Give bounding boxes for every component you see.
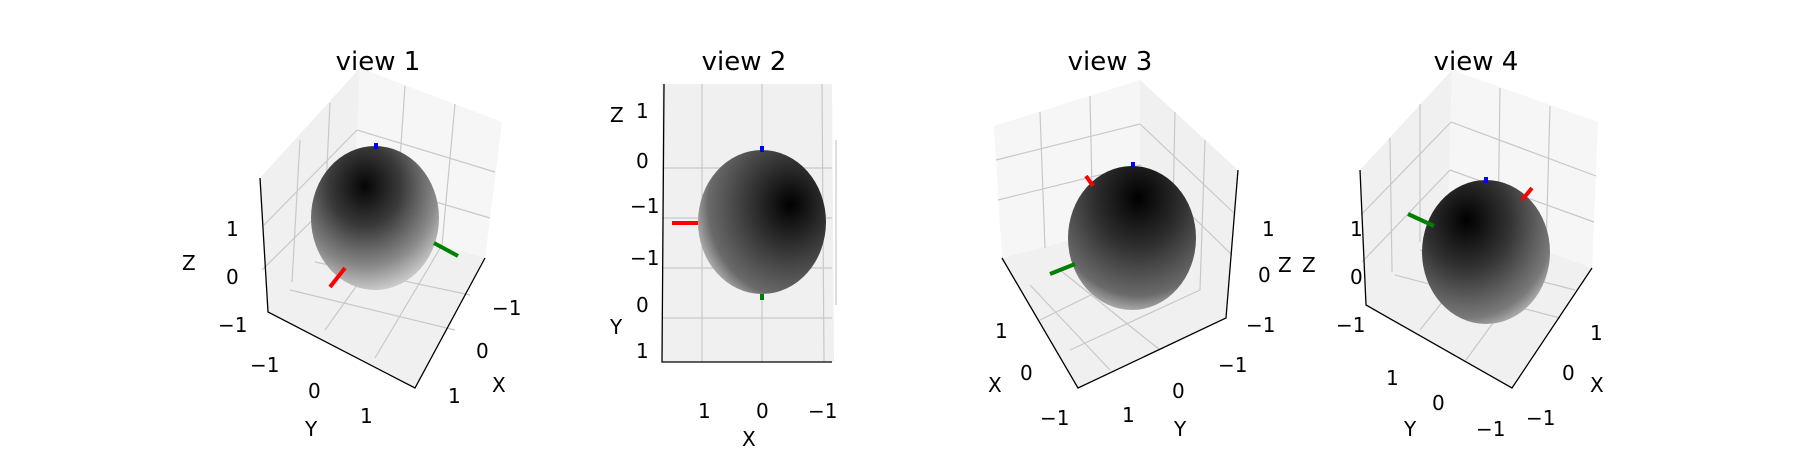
x-axis-label: X — [1590, 373, 1604, 397]
subplot-view-2: view 2 Z 1 0 −1 −1 0 1 Y 1 0 −1 X — [609, 47, 837, 450]
chart-title: view 4 — [1434, 47, 1519, 77]
y-axis-label: Y — [1403, 417, 1417, 441]
subplot-view-3: view 3 1 0 −1 Z 1 0 −1 — [988, 47, 1292, 441]
axis-lines — [661, 83, 832, 363]
y-axis-label: Y — [1173, 417, 1187, 441]
z-tick-label: 0 — [1350, 265, 1363, 289]
y-tick-label: 1 — [1122, 403, 1135, 427]
z-tick-label: 1 — [226, 217, 239, 241]
z-tick-label: 0 — [226, 265, 239, 289]
z-axis-label: Z — [182, 251, 196, 275]
x-tick-label: 0 — [476, 339, 489, 363]
z-axis-label: Z — [1302, 253, 1316, 277]
y-axis-marker — [433, 241, 459, 258]
back-pane-left — [260, 68, 360, 312]
x-tick-label: −1 — [1040, 406, 1069, 430]
y-tick-label: −1 — [1476, 417, 1505, 441]
subplot-view-1: view 1 1 0 −1 Z −1 0 1 — [182, 47, 521, 441]
x-axis-marker — [1520, 186, 1534, 202]
x-tick-label: 0 — [1020, 361, 1033, 385]
x-tick-label: −1 — [1526, 406, 1555, 430]
z-tick-label: 1 — [1262, 217, 1275, 241]
z-tick-label: −1 — [218, 313, 247, 337]
chart-title: view 1 — [336, 47, 421, 77]
y-tick-label: 0 — [308, 379, 321, 403]
y-axis-label: Y — [609, 315, 623, 339]
y-tick-label: 1 — [360, 404, 373, 428]
z-tick-label: 0 — [636, 149, 649, 173]
sphere-surface — [698, 150, 826, 294]
z-tick-label: −1 — [1336, 313, 1365, 337]
y-tick-label: −1 — [250, 353, 279, 377]
x-tick-label: 0 — [756, 399, 769, 423]
y-tick-label: −1 — [1218, 353, 1247, 377]
axis-lines — [1001, 169, 1239, 389]
axis-lines — [259, 177, 486, 389]
x-tick-label: −1 — [808, 399, 837, 423]
x-axis-label: X — [988, 373, 1002, 397]
x-tick-label: 1 — [698, 399, 711, 423]
x-axis-label: X — [492, 373, 506, 397]
y-tick-label: 0 — [636, 293, 649, 317]
z-tick-label: 1 — [636, 99, 649, 123]
x-axis-marker — [1084, 174, 1095, 188]
y-tick-label: 0 — [1432, 391, 1445, 415]
x-tick-label: 1 — [448, 384, 461, 408]
sphere-surface — [1068, 166, 1196, 310]
x-tick-label: 1 — [995, 319, 1008, 343]
chart-title: view 3 — [1068, 47, 1153, 77]
x-tick-label: 0 — [1562, 361, 1575, 385]
y-tick-label: 0 — [1172, 379, 1185, 403]
x-tick-label: −1 — [492, 296, 521, 320]
back-pane-left — [1360, 70, 1452, 305]
subplot-view-4: view 4 1 0 −1 Z 1 0 −1 — [1302, 47, 1604, 441]
sphere-surface — [1422, 180, 1550, 324]
chart-title: view 2 — [702, 47, 787, 77]
y-tick-label: 1 — [1386, 366, 1399, 390]
gridlines — [995, 95, 1236, 371]
x-axis-label: X — [742, 427, 756, 450]
y-tick-label: −1 — [630, 246, 659, 270]
axis-lines — [1359, 169, 1593, 389]
z-tick-label: 0 — [1258, 263, 1271, 287]
z-axis-label: Z — [1278, 253, 1292, 277]
z-tick-label: −1 — [630, 194, 659, 218]
y-axis-marker — [1049, 262, 1076, 276]
y-axis-marker — [1407, 212, 1435, 228]
x-tick-label: 1 — [1590, 321, 1603, 345]
floor-pane — [268, 220, 485, 388]
z-tick-label: −1 — [1246, 313, 1275, 337]
y-tick-label: 1 — [636, 339, 649, 363]
sphere-surface — [311, 146, 439, 290]
x-axis-marker — [328, 266, 347, 289]
y-axis-label: Y — [304, 417, 318, 441]
z-axis-label: Z — [610, 103, 624, 127]
z-tick-label: 1 — [1350, 217, 1363, 241]
back-pane-right — [1140, 80, 1238, 318]
